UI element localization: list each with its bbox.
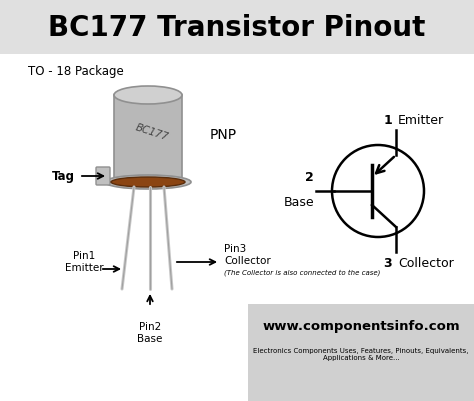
Text: Electronics Components Uses, Features, Pinouts, Equivalents,
Applications & More: Electronics Components Uses, Features, P…: [253, 348, 469, 360]
Text: Pin3
Collector: Pin3 Collector: [224, 243, 271, 265]
Text: 2: 2: [305, 170, 314, 184]
Ellipse shape: [114, 87, 182, 105]
Bar: [0, 55, 474, 401]
FancyBboxPatch shape: [96, 168, 110, 186]
Bar: [248, 304, 474, 401]
Text: 3: 3: [383, 256, 392, 269]
Text: BC177: BC177: [134, 122, 170, 142]
Text: (The Collector is also connected to the case): (The Collector is also connected to the …: [224, 269, 380, 275]
Ellipse shape: [111, 178, 185, 188]
Text: Tag: Tag: [52, 170, 75, 183]
Text: BC177 Transistor Pinout: BC177 Transistor Pinout: [48, 14, 426, 41]
Text: TO - 18 Package: TO - 18 Package: [28, 65, 124, 78]
Text: www.componentsinfo.com: www.componentsinfo.com: [262, 320, 460, 333]
Text: Pin2
Base: Pin2 Base: [137, 321, 163, 343]
FancyBboxPatch shape: [114, 95, 182, 186]
Text: Collector: Collector: [398, 256, 454, 269]
Text: Pin1
Emitter: Pin1 Emitter: [64, 251, 103, 272]
Ellipse shape: [105, 176, 191, 190]
Text: Emitter: Emitter: [398, 114, 444, 127]
Text: 1: 1: [383, 114, 392, 127]
Text: Base: Base: [283, 196, 314, 209]
Bar: [0, 0, 474, 55]
Text: PNP: PNP: [210, 128, 237, 142]
